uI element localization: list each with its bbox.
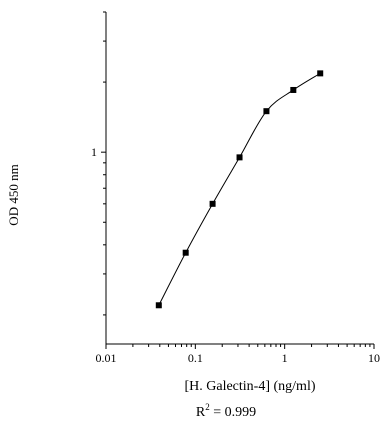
x-tick-label: 0.1 — [188, 351, 203, 365]
r-squared-prefix: R — [196, 405, 206, 420]
data-point — [290, 86, 297, 93]
series-group — [155, 70, 324, 309]
data-point — [263, 108, 270, 115]
data-point — [209, 200, 216, 207]
x-tick-label: 0.01 — [96, 351, 117, 365]
data-point — [155, 302, 162, 309]
r-squared-annotation: R2 = 0.999 — [196, 402, 256, 420]
axes — [105, 12, 374, 345]
x-tick-label: 1 — [282, 351, 288, 365]
r-squared-value: = 0.999 — [210, 405, 256, 420]
data-point — [182, 249, 189, 256]
y-tick-label: 1 — [91, 145, 97, 159]
axis-ticks: 0.01 0.1 1 10 1 — [91, 11, 380, 365]
r-squared-exponent: 2 — [205, 402, 210, 412]
series-line — [158, 72, 321, 306]
x-tick-label: 10 — [368, 351, 380, 365]
data-point — [236, 154, 243, 161]
data-point — [317, 70, 324, 77]
y-axis-label: OD 450 nm — [6, 164, 21, 225]
x-axis-label: [H. Galectin-4] (ng/ml) — [184, 379, 315, 394]
